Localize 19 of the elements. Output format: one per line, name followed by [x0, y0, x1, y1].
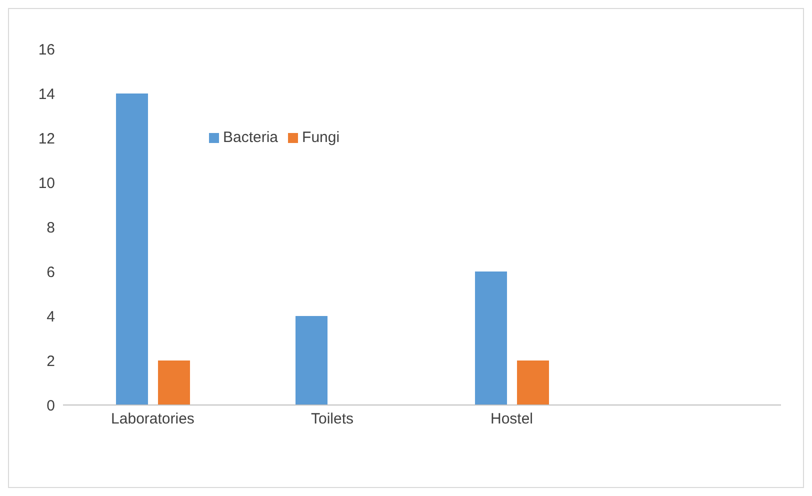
bar	[296, 316, 328, 405]
y-tick-label: 12	[38, 130, 55, 148]
y-tick-label: 10	[38, 174, 55, 192]
legend-label: Fungi	[302, 129, 340, 146]
y-tick-label: 0	[46, 397, 55, 414]
y-tick-label: 4	[46, 308, 55, 326]
y-tick-label: 14	[38, 86, 55, 103]
x-tick-label: Hostel	[490, 410, 534, 428]
y-tick-label: 6	[46, 264, 55, 281]
bar	[158, 360, 190, 405]
bar	[116, 94, 148, 405]
y-tick-label: 8	[46, 219, 55, 236]
x-tick-label: Toilets	[310, 410, 354, 428]
x-tick-label: Laboratories	[111, 410, 194, 428]
legend-label: Bacteria	[223, 129, 278, 146]
y-tick-label: 16	[38, 41, 55, 58]
bar	[475, 272, 507, 405]
bar	[517, 360, 549, 405]
y-tick-label: 2	[46, 352, 55, 370]
